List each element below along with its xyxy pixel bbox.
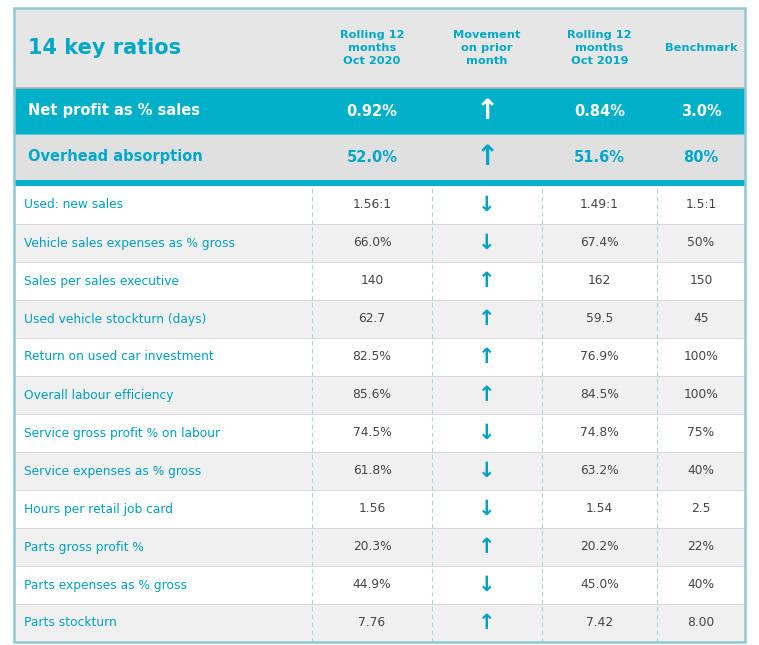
Text: Service gross profit % on labour: Service gross profit % on labour [24, 426, 220, 439]
Bar [14, 8, 745, 88]
Text: 45: 45 [693, 312, 709, 326]
Text: Service expenses as % gross: Service expenses as % gross [24, 464, 201, 477]
Text: 74.8%: 74.8% [580, 426, 619, 439]
Text: Overhead absorption: Overhead absorption [28, 150, 203, 164]
Text: ↑: ↑ [475, 97, 499, 125]
Text: 67.4%: 67.4% [580, 237, 619, 250]
Text: 7.42: 7.42 [586, 617, 613, 630]
Bar [14, 134, 745, 180]
Bar [14, 300, 745, 338]
Text: ↑: ↑ [478, 537, 496, 557]
Text: 20.3%: 20.3% [353, 541, 392, 553]
Text: 0.92%: 0.92% [347, 103, 398, 119]
Text: Return on used car investment: Return on used car investment [24, 350, 214, 364]
Text: 66.0%: 66.0% [353, 237, 392, 250]
Text: 100%: 100% [684, 388, 718, 401]
Text: Used vehicle stockturn (days): Used vehicle stockturn (days) [24, 312, 206, 326]
Text: 52.0%: 52.0% [347, 150, 398, 164]
Text: 82.5%: 82.5% [353, 350, 392, 364]
Text: ↓: ↓ [478, 195, 496, 215]
Text: 14 key ratios: 14 key ratios [28, 38, 181, 58]
Text: ↑: ↑ [478, 347, 496, 367]
Text: 74.5%: 74.5% [353, 426, 392, 439]
Text: 8.00: 8.00 [688, 617, 715, 630]
Text: 75%: 75% [688, 426, 714, 439]
Text: 44.9%: 44.9% [353, 579, 392, 591]
Text: 162: 162 [588, 275, 611, 288]
Bar [14, 186, 745, 224]
Bar [14, 262, 745, 300]
Text: Overall labour efficiency: Overall labour efficiency [24, 388, 174, 401]
Bar [14, 414, 745, 452]
Text: Parts expenses as % gross: Parts expenses as % gross [24, 579, 187, 591]
Text: ↑: ↑ [475, 143, 499, 171]
Text: 50%: 50% [688, 237, 714, 250]
Text: 7.76: 7.76 [358, 617, 386, 630]
Text: ↓: ↓ [478, 499, 496, 519]
Text: ↓: ↓ [478, 233, 496, 253]
Text: 2.5: 2.5 [691, 502, 710, 515]
Text: 63.2%: 63.2% [580, 464, 619, 477]
Text: 84.5%: 84.5% [580, 388, 619, 401]
Bar [14, 528, 745, 566]
Text: Net profit as % sales: Net profit as % sales [28, 103, 200, 119]
Text: ↓: ↓ [478, 423, 496, 443]
Text: 1.49:1: 1.49:1 [580, 199, 619, 212]
Text: 40%: 40% [688, 579, 714, 591]
Text: Hours per retail job card: Hours per retail job card [24, 502, 173, 515]
Text: 62.7: 62.7 [358, 312, 386, 326]
Text: 0.84%: 0.84% [574, 103, 625, 119]
Text: 40%: 40% [688, 464, 714, 477]
Text: ↑: ↑ [478, 613, 496, 633]
Bar [14, 490, 745, 528]
Text: ↓: ↓ [478, 461, 496, 481]
Text: ↑: ↑ [478, 385, 496, 405]
Text: Used: new sales: Used: new sales [24, 199, 123, 212]
Text: Vehicle sales expenses as % gross: Vehicle sales expenses as % gross [24, 237, 235, 250]
Text: 20.2%: 20.2% [580, 541, 619, 553]
Text: Parts gross profit %: Parts gross profit % [24, 541, 144, 553]
Bar [14, 376, 745, 414]
Bar [14, 452, 745, 490]
Bar [14, 88, 745, 134]
Text: 80%: 80% [683, 150, 719, 164]
Text: 140: 140 [361, 275, 383, 288]
Text: 61.8%: 61.8% [353, 464, 392, 477]
Text: 3.0%: 3.0% [681, 103, 721, 119]
Text: 51.6%: 51.6% [574, 150, 625, 164]
Bar [14, 566, 745, 604]
Bar [14, 224, 745, 262]
Text: Parts stockturn: Parts stockturn [24, 617, 117, 630]
Text: Rolling 12
months
Oct 2020: Rolling 12 months Oct 2020 [340, 30, 405, 66]
Bar [14, 338, 745, 376]
Text: Sales per sales executive: Sales per sales executive [24, 275, 179, 288]
Bar [14, 604, 745, 642]
Text: Movement
on prior
month: Movement on prior month [453, 30, 521, 66]
Text: 45.0%: 45.0% [580, 579, 619, 591]
Text: Benchmark: Benchmark [665, 43, 737, 53]
Text: 22%: 22% [688, 541, 714, 553]
Text: 100%: 100% [684, 350, 718, 364]
Text: ↓: ↓ [478, 575, 496, 595]
Text: ↑: ↑ [478, 309, 496, 329]
Text: 150: 150 [689, 275, 713, 288]
Bar [14, 180, 745, 186]
Text: 1.5:1: 1.5:1 [685, 199, 716, 212]
Text: 1.56:1: 1.56:1 [352, 199, 392, 212]
Text: 59.5: 59.5 [586, 312, 613, 326]
Text: 1.56: 1.56 [358, 502, 386, 515]
Text: Rolling 12
months
Oct 2019: Rolling 12 months Oct 2019 [567, 30, 631, 66]
Text: 1.54: 1.54 [586, 502, 613, 515]
Text: 76.9%: 76.9% [580, 350, 619, 364]
Text: ↑: ↑ [478, 271, 496, 291]
Text: 85.6%: 85.6% [353, 388, 392, 401]
